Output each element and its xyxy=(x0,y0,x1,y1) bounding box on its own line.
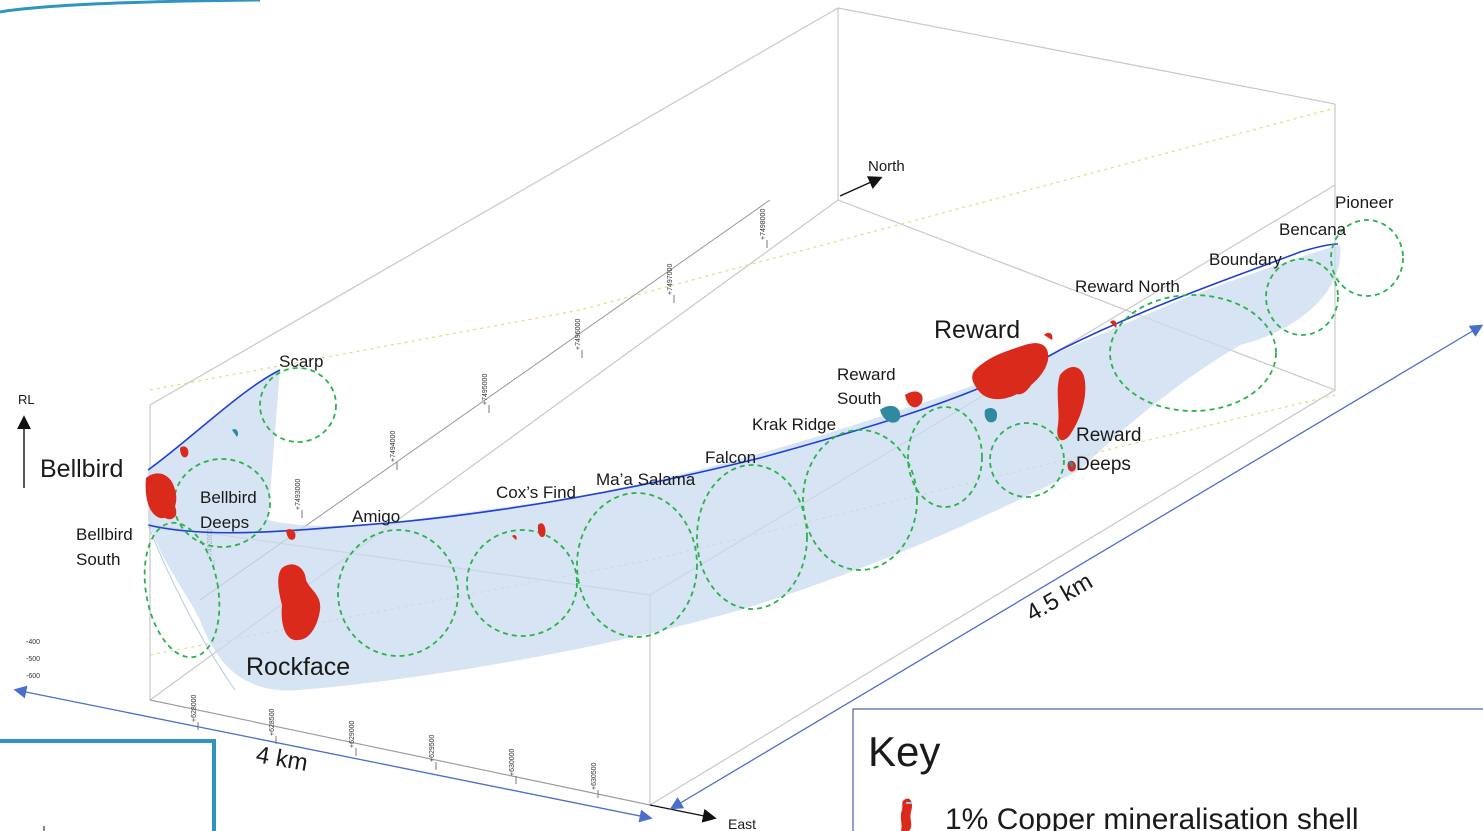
label-amigo: Amigo xyxy=(352,507,400,526)
rl-tick-label: -500 xyxy=(26,656,40,663)
rl-tick-label: -600 xyxy=(26,673,40,680)
label-reward-south-1: Reward xyxy=(837,365,896,384)
frame-accent-top xyxy=(0,0,261,14)
label-bencana: Bencana xyxy=(1279,220,1347,239)
label-bellbird: Bellbird xyxy=(40,455,123,483)
key-panel: Key 1% Copper mineralisation shell xyxy=(852,708,1483,831)
easting-tick-label: +630000 xyxy=(509,748,516,776)
easting-axis xyxy=(149,699,651,806)
label-bellbird-south-1: Bellbird xyxy=(76,525,133,544)
label-reward: Reward xyxy=(934,316,1020,344)
easting-ticks: +628000 +628500 +629000 +629500 +630000 +6305… xyxy=(191,694,599,798)
scale-arrow-4-5km xyxy=(669,324,1483,810)
label-reward-south-2: South xyxy=(837,389,881,408)
easting-tick-label: +630500 xyxy=(591,762,598,790)
target-ring-coxs-find xyxy=(466,529,578,637)
label-boundary: Boundary xyxy=(1209,250,1282,269)
target-ring-pioneer xyxy=(1330,219,1404,297)
label-reward-deeps-2: Deeps xyxy=(1076,454,1131,475)
key-item-copper-shell: 1% Copper mineralisation shell xyxy=(945,803,1359,831)
label-reward-deeps-1: Reward xyxy=(1076,425,1141,446)
easting-tick-label: +629500 xyxy=(429,734,436,762)
scale-arrow-4km xyxy=(13,685,653,823)
north-arrow xyxy=(839,176,883,197)
rl-tick-label: -400 xyxy=(26,639,40,646)
copper-shell-swatch-icon xyxy=(900,798,913,831)
easting-tick-label: +628500 xyxy=(269,708,276,736)
shell-lower-edge xyxy=(147,524,236,691)
frame-accent-bottom-left xyxy=(0,739,216,831)
label-maa-salama: Ma’a Salama xyxy=(596,470,696,489)
label-falcon: Falcon xyxy=(705,448,756,467)
northing-tick-label: +7495000 xyxy=(482,374,489,405)
key-title: Key xyxy=(868,728,940,775)
east-label: East xyxy=(728,816,756,831)
label-bellbird-deeps-1: Bellbird xyxy=(200,488,257,507)
northing-tick-label: +7493000 xyxy=(295,479,302,510)
northing-tick-label: +7498000 xyxy=(760,209,767,240)
rl-label: RL xyxy=(18,392,35,407)
mineralisation-shell xyxy=(148,245,1341,691)
northing-tick-label: +7497000 xyxy=(667,264,674,295)
label-reward-north: Reward North xyxy=(1075,277,1180,296)
target-ring-amigo xyxy=(337,529,459,657)
northing-tick-label: +7496000 xyxy=(575,319,582,350)
northing-ticks: +7492000+7493000+7494000+7495000+7496000… xyxy=(207,209,768,568)
label-rockface: Rockface xyxy=(246,653,350,681)
label-pioneer: Pioneer xyxy=(1335,193,1394,212)
northing-tick-label: +7494000 xyxy=(390,431,397,462)
rl-ticks: -400 -500 -600 xyxy=(26,639,40,680)
label-bellbird-deeps-2: Deeps xyxy=(200,513,249,532)
north-label: North xyxy=(868,158,905,175)
shell-outline xyxy=(147,369,281,471)
label-coxs-find: Cox’s Find xyxy=(496,483,576,502)
east-arrow xyxy=(649,804,717,823)
label-scarp: Scarp xyxy=(279,352,323,371)
easting-tick-label: +628000 xyxy=(191,694,198,722)
target-ring-bellbird-south xyxy=(143,521,221,659)
label-krak-ridge: Krak Ridge xyxy=(752,415,836,434)
label-bellbird-south-2: South xyxy=(76,550,120,569)
mineralisation-rockface xyxy=(278,564,321,641)
easting-tick-label: +629000 xyxy=(349,720,356,748)
scale-label-4km: 4 km xyxy=(254,741,310,777)
target-ring-scarp xyxy=(259,367,337,443)
